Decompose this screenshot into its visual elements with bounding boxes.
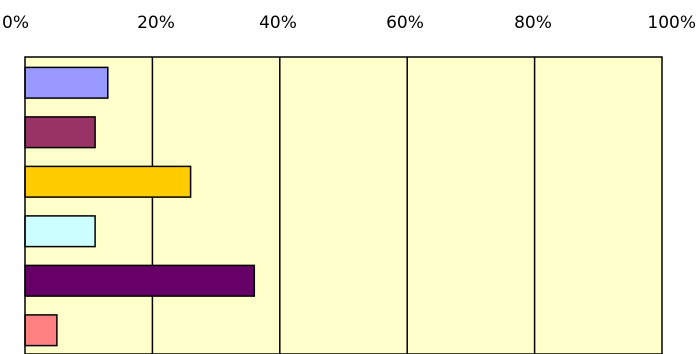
x-tick-label: 40% bbox=[259, 13, 297, 33]
bar bbox=[24, 264, 256, 297]
x-tick-label: 80% bbox=[514, 13, 552, 33]
x-tick-label: 20% bbox=[137, 13, 175, 33]
bar bbox=[24, 66, 109, 99]
bar bbox=[24, 116, 96, 149]
x-tick-label: 0% bbox=[2, 13, 29, 33]
x-tick-label: 60% bbox=[386, 13, 424, 33]
bar bbox=[24, 215, 96, 248]
plot-area bbox=[25, 57, 662, 354]
plot-border bbox=[24, 56, 663, 354]
gridlines bbox=[151, 57, 536, 354]
x-tick-label: 100% bbox=[647, 13, 696, 33]
bar bbox=[24, 165, 192, 198]
bar bbox=[24, 314, 58, 347]
x-tick-labels: 0% 20% 40% 60% 80% 100% bbox=[2, 13, 696, 33]
bars bbox=[24, 66, 256, 347]
